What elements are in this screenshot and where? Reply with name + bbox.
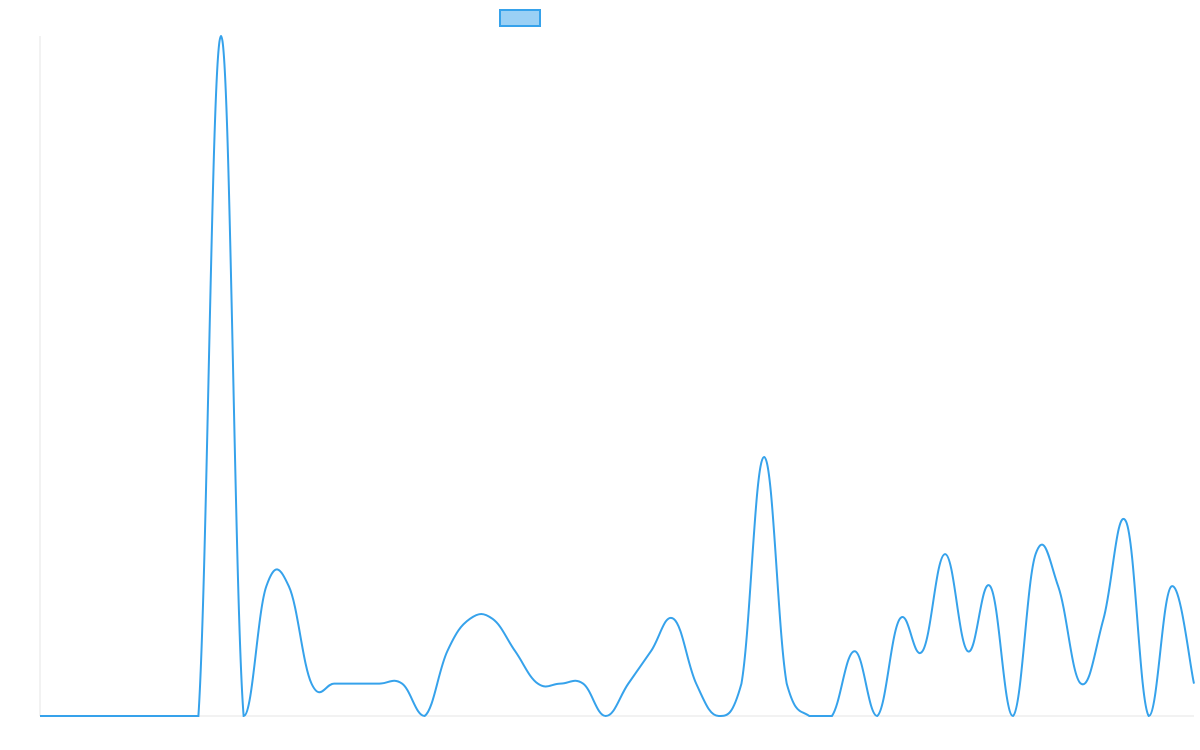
legend-swatch [499, 9, 541, 27]
line-series [40, 34, 1195, 718]
